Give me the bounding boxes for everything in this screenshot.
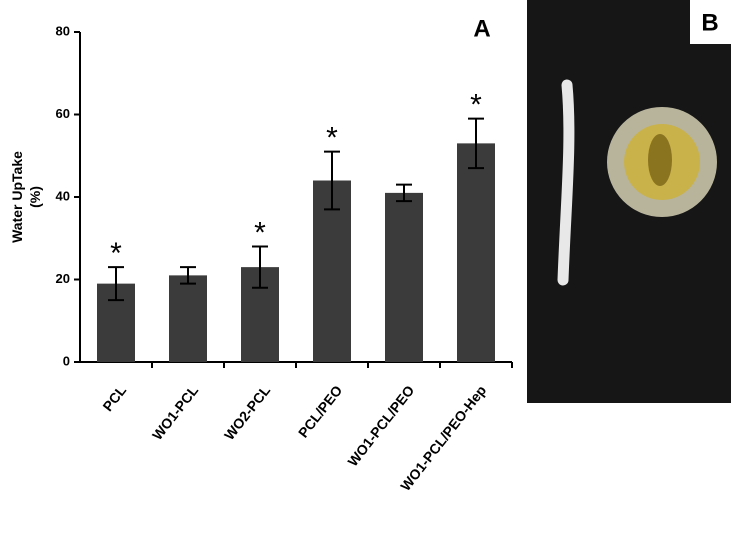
- y-tick-label: 0: [63, 353, 70, 368]
- coin-figure: [648, 134, 672, 186]
- error-bar: [180, 266, 196, 285]
- error-bar: [396, 183, 412, 203]
- bar: [313, 180, 351, 362]
- error-bar: [252, 245, 268, 289]
- y-tick-label: 20: [56, 271, 70, 286]
- error-bar: [468, 117, 484, 170]
- x-tick-label: PCL: [99, 382, 129, 414]
- significance-marker: *: [470, 89, 482, 122]
- x-tick-label: WO1-PCL/PEO: [344, 382, 417, 469]
- significance-marker: *: [254, 217, 266, 250]
- x-tick-label: PCL/PEO: [295, 382, 346, 440]
- y-axis-label: Water UpTake: [9, 151, 25, 243]
- bar: [385, 192, 423, 362]
- x-tick-label: WO2-PCL: [221, 382, 274, 443]
- label-box: [690, 0, 731, 44]
- tube: [557, 79, 575, 286]
- axes: A Water UpTake (%): [9, 15, 491, 243]
- y-axis-label: (%): [27, 186, 43, 208]
- significance-marker: *: [110, 237, 122, 270]
- error-bar: [108, 266, 124, 302]
- y-tick-label: 80: [56, 23, 70, 38]
- error-bar: [324, 150, 340, 211]
- bar: [169, 275, 207, 362]
- panel-label: B: [701, 9, 718, 36]
- y-tick-label: 60: [56, 106, 70, 121]
- significance-marker: *: [326, 122, 338, 155]
- x-tick-label: WO1-PCL: [149, 382, 202, 443]
- photo: B: [527, 0, 731, 403]
- panel-label: A: [473, 15, 490, 42]
- bar: [457, 143, 495, 362]
- y-tick-label: 40: [56, 188, 70, 203]
